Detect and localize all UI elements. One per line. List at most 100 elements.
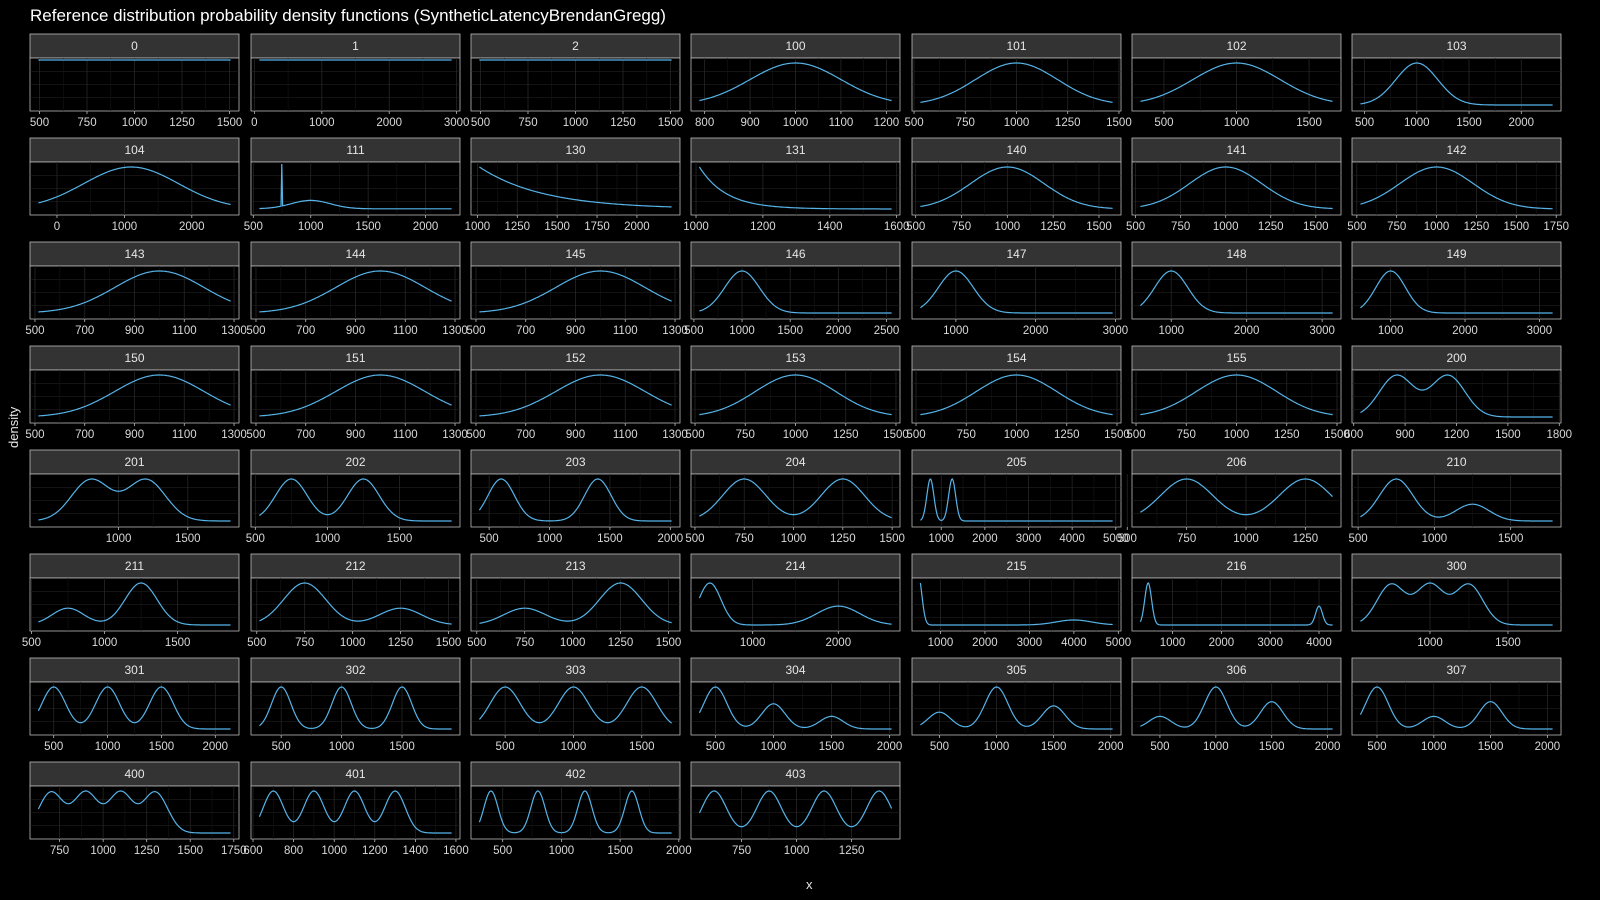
facet-strip xyxy=(1351,345,1562,371)
facet-panel-104: 104 0 1000 2000 xyxy=(29,137,240,233)
tick-label: 1250 xyxy=(1055,117,1081,129)
facet-panel-401: 401 600 800 1000 1200 1400 1600 xyxy=(243,761,469,857)
facet-label: 154 xyxy=(1006,351,1026,365)
facet-panel-213: 213 500 750 1000 1250 1500 xyxy=(467,553,681,649)
tick-label: 1300 xyxy=(442,325,468,337)
tick-label: 5000 xyxy=(1106,637,1132,649)
tick-label: 2000 xyxy=(826,325,852,337)
facet-label: 306 xyxy=(1226,663,1246,677)
facet-strip xyxy=(690,449,901,475)
tick-label: 1250 xyxy=(1274,429,1300,441)
tick-label: 750 xyxy=(1387,221,1406,233)
tick-label: 2000 xyxy=(1098,741,1124,753)
tick-label: 750 xyxy=(1171,221,1190,233)
tick-label: 800 xyxy=(284,845,303,857)
tick-label: 2000 xyxy=(413,221,439,233)
tick-label: 1250 xyxy=(608,637,634,649)
facet-panel-141: 141 500 750 1000 1250 1500 xyxy=(1126,137,1342,233)
facet-panel-150: 150 500 700 900 1100 1300 xyxy=(25,345,247,441)
tick-label: 1100 xyxy=(393,325,418,337)
facet-panel-154: 154 500 750 1000 1250 1500 xyxy=(906,345,1130,441)
tick-label: 1100 xyxy=(613,429,638,441)
facet-label: 400 xyxy=(124,767,144,781)
facet-label: 155 xyxy=(1226,351,1246,365)
density-line-210 xyxy=(1360,478,1553,522)
facet-strip xyxy=(911,33,1122,59)
tick-label: 1000 xyxy=(549,845,575,857)
tick-label: 1000 xyxy=(340,637,366,649)
facet-panel-152: 152 500 700 900 1100 1300 xyxy=(466,345,688,441)
facet-label: 151 xyxy=(345,351,365,365)
tick-label: 1000 xyxy=(1004,429,1030,441)
tick-label: 500 xyxy=(1154,117,1173,129)
tick-label: 1500 xyxy=(1106,117,1132,129)
facet-strip xyxy=(29,761,240,787)
facet-strip xyxy=(470,345,681,371)
facet-panel-100: 100 800 900 1000 1100 1200 xyxy=(690,33,901,129)
tick-label: 1500 xyxy=(1504,221,1530,233)
tick-label: 1500 xyxy=(1303,221,1329,233)
tick-label: 750 xyxy=(1177,533,1196,545)
facet-strip xyxy=(1131,33,1342,59)
facet-strip xyxy=(690,553,901,579)
facet-panel-149: 149 1000 2000 3000 xyxy=(1351,241,1562,337)
facet-strip xyxy=(911,345,1122,371)
density-line-300 xyxy=(1360,582,1553,626)
tick-label: 1000 xyxy=(112,221,138,233)
facet-panel-306: 306 500 1000 1500 2000 xyxy=(1131,657,1342,753)
tick-label: 1500 xyxy=(883,429,909,441)
tick-label: 500 xyxy=(906,221,925,233)
facet-label: 101 xyxy=(1006,39,1026,53)
tick-label: 1500 xyxy=(1104,429,1130,441)
tick-label: 500 xyxy=(471,117,490,129)
tick-label: 2000 xyxy=(1209,637,1235,649)
tick-label: 500 xyxy=(30,117,49,129)
facet-strip xyxy=(29,33,240,59)
tick-label: 1500 xyxy=(1498,533,1524,545)
facet-strip xyxy=(29,345,240,371)
tick-label: 500 xyxy=(496,741,515,753)
tick-label: 1000 xyxy=(761,741,787,753)
facet-panel-203: 203 500 1000 1500 2000 xyxy=(470,449,683,545)
facet-strip xyxy=(470,449,681,475)
facet-label: 1 xyxy=(352,39,359,53)
tick-label: 1000 xyxy=(1404,117,1430,129)
tick-label: 2000 xyxy=(972,637,998,649)
tick-label: 1000 xyxy=(1160,637,1186,649)
density-line-140 xyxy=(920,166,1113,209)
tick-label: 1250 xyxy=(504,221,530,233)
tick-label: 1500 xyxy=(544,221,570,233)
facet-strip xyxy=(690,33,901,59)
tick-label: 750 xyxy=(295,637,314,649)
tick-label: 2000 xyxy=(624,221,650,233)
density-line-206 xyxy=(1140,478,1333,516)
tick-label: 1000 xyxy=(122,117,148,129)
tick-label: 1200 xyxy=(362,845,388,857)
tick-label: 2000 xyxy=(1508,117,1534,129)
facet-label: 131 xyxy=(785,143,805,157)
facet-strip xyxy=(1351,33,1562,59)
facet-panel-2: 2 500 750 1000 1250 1500 xyxy=(470,33,683,129)
tick-label: 3000 xyxy=(1257,637,1283,649)
tick-label: 1100 xyxy=(172,325,197,337)
tick-label: 500 xyxy=(272,741,291,753)
facet-panel-215: 215 1000 2000 3000 4000 5000 xyxy=(911,553,1132,649)
tick-label: 1500 xyxy=(777,325,803,337)
tick-label: 1750 xyxy=(584,221,610,233)
tick-label: 1000 xyxy=(1233,533,1259,545)
facet-panel-201: 201 1000 1500 xyxy=(29,449,240,545)
facet-label: 140 xyxy=(1006,143,1026,157)
facet-strip xyxy=(690,137,901,163)
tick-label: 1000 xyxy=(1422,533,1448,545)
tick-label: 900 xyxy=(566,325,585,337)
tick-label: 1000 xyxy=(1424,221,1450,233)
density-line-143 xyxy=(38,270,231,313)
facet-panel-130: 130 1000 1250 1500 1750 2000 xyxy=(465,137,681,233)
tick-label: 2000 xyxy=(1315,741,1341,753)
tick-label: 1250 xyxy=(833,429,859,441)
tick-label: 1200 xyxy=(750,221,776,233)
facet-panel-102: 102 500 1000 1500 xyxy=(1131,33,1342,129)
tick-label: 500 xyxy=(1367,741,1386,753)
tick-label: 750 xyxy=(515,637,534,649)
tick-label: 1500 xyxy=(436,637,462,649)
